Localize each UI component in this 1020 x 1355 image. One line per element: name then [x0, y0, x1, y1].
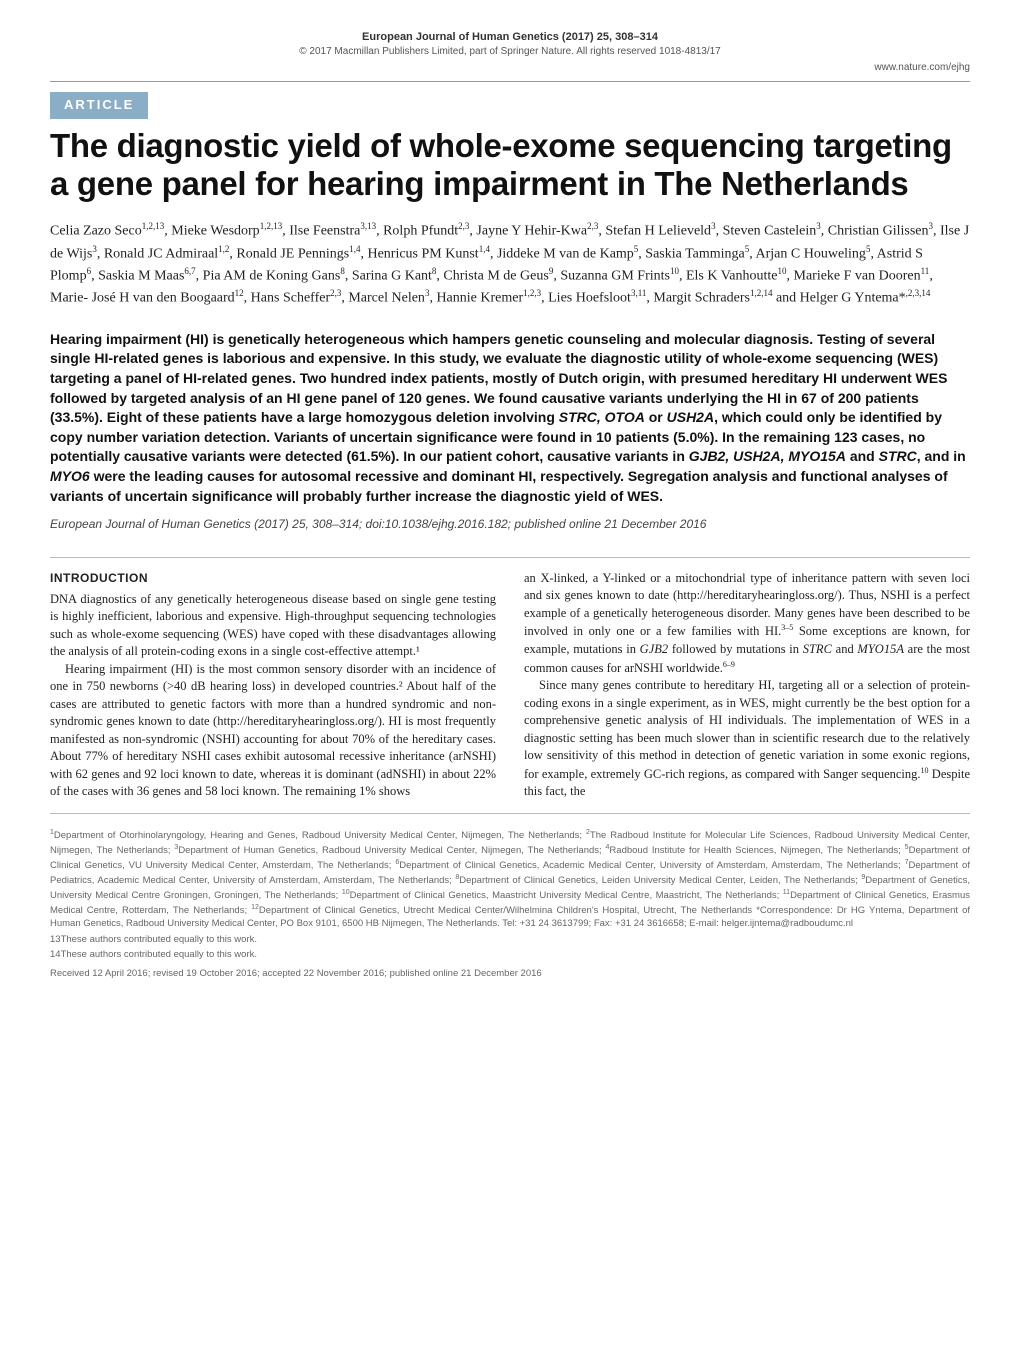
copyright-line: © 2017 Macmillan Publishers Limited, par… [299, 46, 720, 57]
abstract: Hearing impairment (HI) is genetically h… [50, 330, 970, 506]
intro-p4: Since many genes contribute to hereditar… [524, 677, 970, 801]
footnote-14: 14These authors contributed equally to t… [50, 948, 970, 961]
header-meta: European Journal of Human Genetics (2017… [50, 30, 970, 59]
intro-p2: Hearing impairment (HI) is the most comm… [50, 661, 496, 801]
affiliations: 1Department of Otorhinolaryngology, Hear… [50, 828, 970, 931]
header-rule [50, 81, 970, 82]
intro-p1: DNA diagnostics of any genetically heter… [50, 591, 496, 661]
authors: Celia Zazo Seco1,2,13, Mieke Wesdorp1,2,… [50, 220, 970, 309]
intro-p3: an X-linked, a Y-linked or a mitochondri… [524, 570, 970, 677]
column-left: INTRODUCTION DNA diagnostics of any gene… [50, 570, 496, 801]
footnote-13: 13These authors contributed equally to t… [50, 933, 970, 946]
header-url: www.nature.com/ejhg [50, 61, 970, 75]
body-columns: INTRODUCTION DNA diagnostics of any gene… [50, 570, 970, 801]
article-title: The diagnostic yield of whole-exome sequ… [50, 127, 970, 203]
column-right: an X-linked, a Y-linked or a mitochondri… [524, 570, 970, 801]
journal-line: European Journal of Human Genetics (2017… [362, 31, 658, 43]
citation-line: European Journal of Human Genetics (2017… [50, 516, 970, 533]
article-badge: ARTICLE [50, 92, 148, 118]
intro-heading: INTRODUCTION [50, 570, 496, 587]
affil-rule [50, 813, 970, 814]
received-line: Received 12 April 2016; revised 19 Octob… [50, 967, 970, 980]
abstract-rule [50, 557, 970, 558]
